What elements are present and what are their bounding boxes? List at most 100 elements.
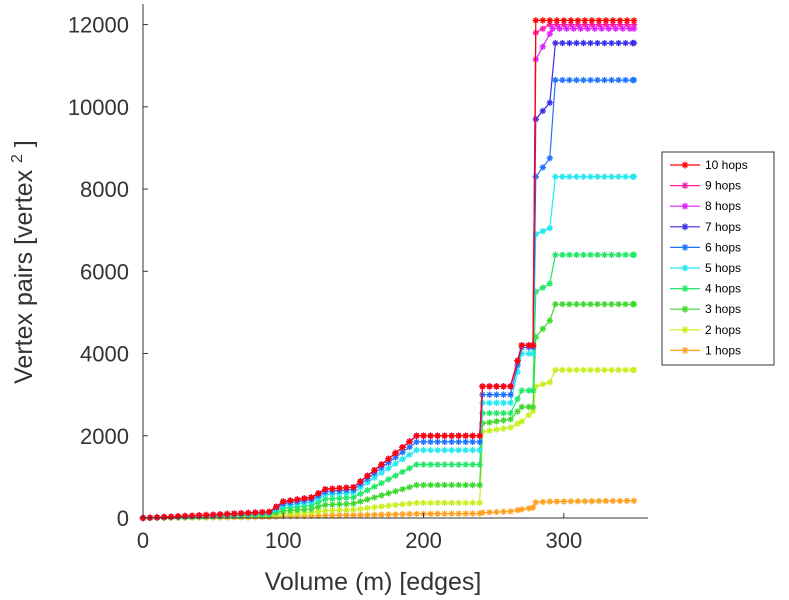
legend-item: 1 hops [670,343,741,357]
data-point [580,251,587,259]
data-point [507,391,514,398]
data-point [329,501,336,508]
data-point [434,510,441,517]
data-point [594,76,601,84]
series-line [142,254,634,519]
data-point [476,438,483,446]
data-point [601,76,608,84]
series-5-hops [139,173,638,522]
data-point [574,17,582,24]
data-point [427,432,434,439]
series-3-hops [139,300,638,522]
data-point [567,21,575,28]
data-point [174,513,182,520]
data-point [476,461,483,468]
data-point [167,513,175,520]
data-point [608,173,615,180]
legend-item: 7 hops [670,220,741,234]
data-point [598,25,605,32]
data-point [371,494,378,501]
data-point [371,483,378,490]
data-point [385,502,392,509]
data-point [469,461,476,468]
data-point [350,483,357,491]
series-line [142,303,634,519]
data-point [559,300,566,308]
data-point [301,495,308,502]
data-point [357,511,364,519]
data-point [518,506,525,513]
data-point [476,499,483,506]
data-point [608,366,615,374]
data-point [615,251,622,259]
data-point [552,366,559,374]
data-point [434,432,441,439]
data-point [322,507,329,514]
legend-label: 3 hops [705,302,741,316]
y-axis-label-group: Vertex pairs [vertex 2 ] [9,140,38,384]
data-point [552,173,559,180]
data-point [566,39,573,47]
data-point [601,300,608,308]
data-point [392,460,399,467]
data-point [622,76,629,84]
data-point [322,486,329,493]
legend-marker [681,161,689,169]
data-point [441,446,448,454]
data-point [280,498,287,505]
data-point [399,486,406,493]
data-point [378,503,385,510]
data-point [546,317,554,324]
data-point [252,509,259,516]
data-point [580,39,587,47]
data-point [608,39,615,47]
series-7-hops [139,39,638,522]
data-point [448,481,455,489]
data-point [462,446,469,454]
data-point [630,17,638,24]
data-point [532,499,539,506]
data-point [587,39,594,47]
data-point [420,461,427,468]
data-point [476,446,483,454]
data-point [591,25,598,32]
data-point [399,455,406,463]
data-point [615,76,622,84]
data-point [594,173,601,180]
data-point [378,479,385,487]
data-point [364,504,371,512]
data-point [399,449,406,456]
data-point [479,509,486,516]
data-point [399,501,406,508]
data-point [420,446,427,454]
data-point [546,99,554,106]
data-point [587,173,594,180]
data-point [500,425,507,432]
data-point [294,496,301,503]
data-point [601,366,608,374]
data-point [580,300,587,308]
data-point [153,514,161,521]
data-point [514,357,521,364]
data-point [486,383,493,390]
data-point [434,481,441,489]
data-point [420,432,427,439]
data-point [529,387,537,394]
data-point [336,512,343,519]
data-point [216,511,224,518]
y-tick-label: 0 [117,506,129,531]
data-point [608,300,615,308]
data-point [441,432,448,439]
data-point [602,497,610,505]
data-point [552,39,559,47]
data-point [329,485,336,492]
data-point [469,438,476,446]
data-point [322,495,329,503]
data-point [500,391,507,398]
data-point [573,366,580,374]
legend-marker [681,285,689,293]
data-point [594,251,601,259]
data-point [500,417,507,424]
data-point [378,511,385,518]
data-point [469,446,476,454]
